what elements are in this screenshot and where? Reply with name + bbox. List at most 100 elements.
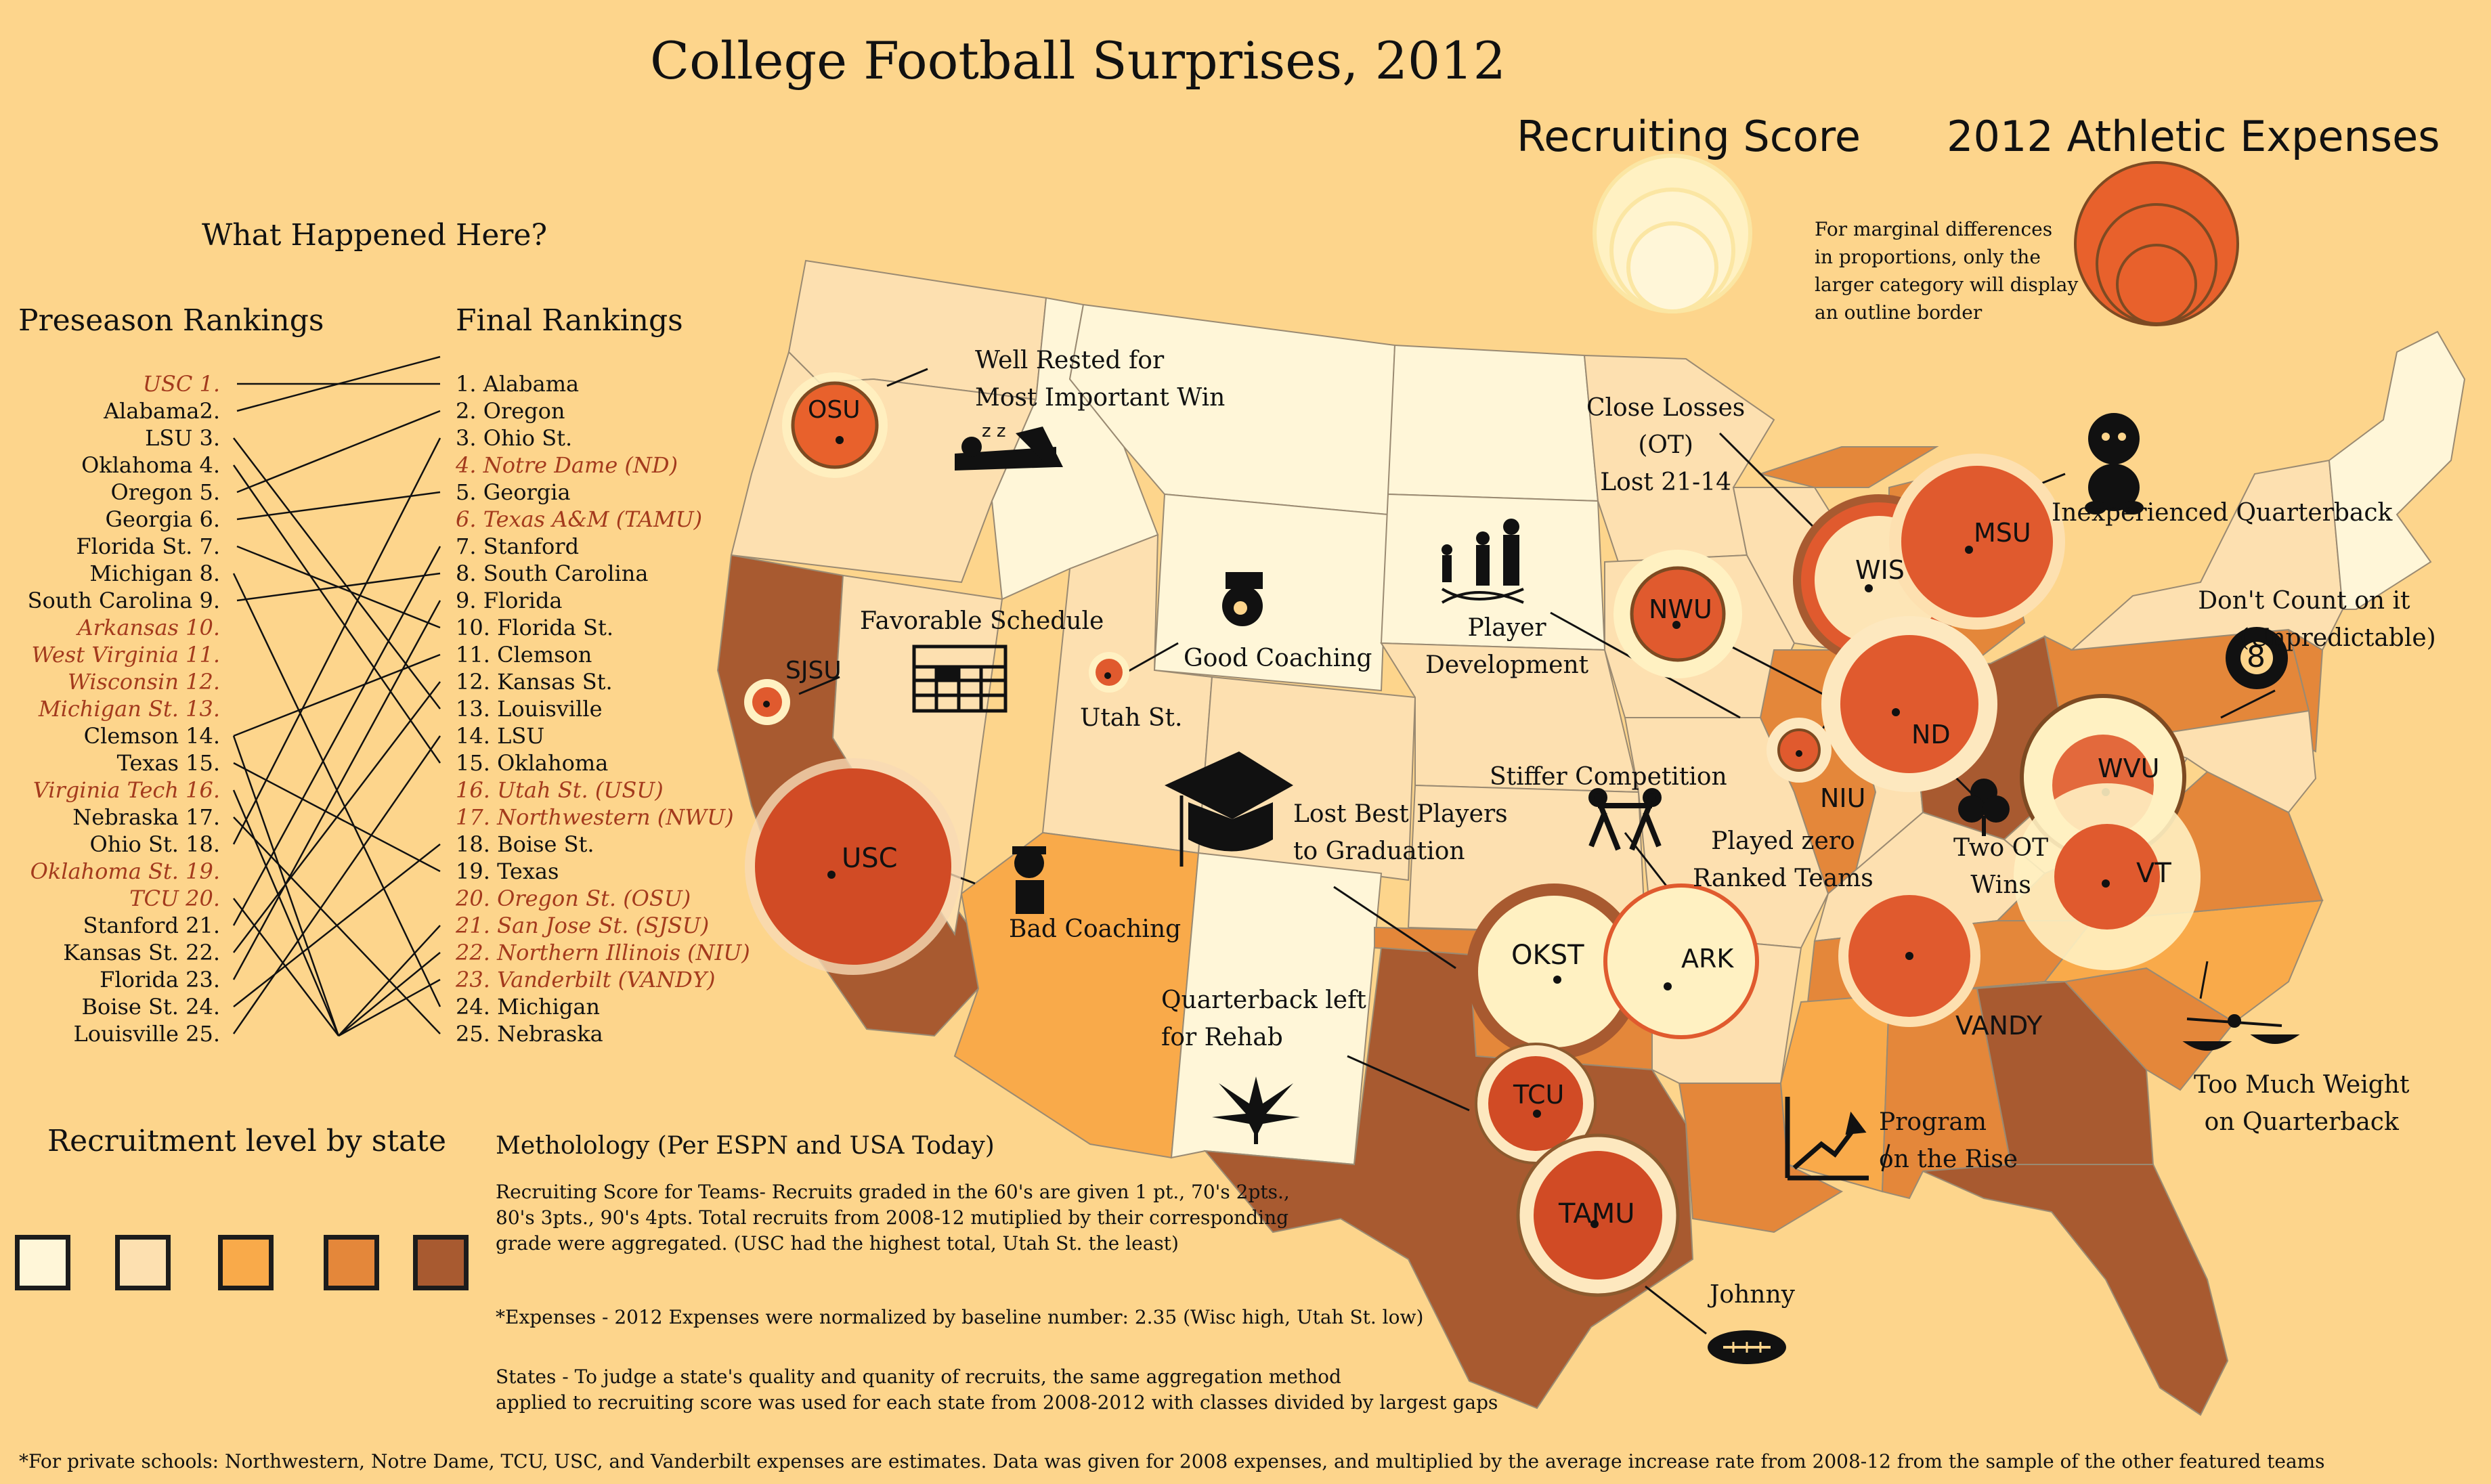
preseason-rank-item: Georgia 6. bbox=[105, 506, 220, 532]
final-rank-item: 9. Florida bbox=[456, 588, 563, 613]
legend-expense-circles bbox=[2074, 161, 2239, 326]
final-list: 1. Alabama 2. Oregon 3. Ohio St. 4. Notre D… bbox=[456, 370, 750, 1047]
final-rank-item: 19. Texas bbox=[456, 858, 559, 884]
preseason-rank-item: Virginia Tech 16. bbox=[33, 777, 220, 803]
methodology-heading: Metholology (Per ESPN and USA Today) bbox=[496, 1132, 995, 1160]
preseason-rank-item: LSU 3. bbox=[145, 425, 220, 451]
legend-recruiting-title: Recruiting Score bbox=[1517, 112, 1861, 161]
final-rank-item: 25. Nebraska bbox=[456, 1021, 603, 1047]
fighters-icon bbox=[1588, 788, 1662, 851]
question-heading: What Happened Here? bbox=[202, 218, 548, 253]
state-level-swatch bbox=[324, 1235, 379, 1290]
preseason-heading: Preseason Rankings bbox=[18, 303, 324, 338]
state-level-swatch bbox=[15, 1235, 70, 1290]
preseason-rank-item: Alabama2. bbox=[104, 398, 220, 424]
eight-ball-number: 8 bbox=[2247, 640, 2266, 674]
annotation-close-losses: Close Losses (OT) Lost 21-14 bbox=[1586, 394, 1746, 496]
preseason-rank-item: USC 1. bbox=[142, 371, 220, 397]
state-north-dakota bbox=[1387, 344, 1599, 502]
team-label-tamu: TAMU bbox=[1559, 1198, 1635, 1229]
team-label-nd: ND bbox=[1911, 720, 1951, 749]
preseason-rank-item: TCU 20. bbox=[129, 886, 220, 911]
methodology-recruiting: Recruiting Score for Teams- Recruits gra… bbox=[496, 1181, 1290, 1254]
annotation-dont-count: Don't Count on it (Unpredictable) bbox=[2198, 587, 2436, 652]
annotation-qb-rehab: Quarterback left for Rehab bbox=[1161, 986, 1366, 1051]
preseason-rank-item: Texas 15. bbox=[116, 750, 220, 776]
preseason-rank-item: Michigan 8. bbox=[89, 561, 220, 586]
final-rank-item: 2. Oregon bbox=[456, 398, 565, 424]
leaf-icon bbox=[1212, 1076, 1300, 1144]
eight-ball-icon bbox=[2226, 627, 2288, 689]
team-label-msu: MSU bbox=[1974, 518, 2031, 548]
state-legend-title: Recruitment level by state bbox=[47, 1124, 446, 1158]
coach-icon bbox=[1012, 846, 1046, 914]
team-circles bbox=[744, 372, 2201, 1297]
final-rank-item: 7. Stanford bbox=[456, 533, 580, 559]
whistle-icon bbox=[1222, 572, 1263, 626]
final-rank-item: 1. Alabama bbox=[456, 371, 580, 397]
final-rank-item: 20. Oregon St. (OSU) bbox=[456, 886, 691, 911]
state-maryland bbox=[2130, 710, 2317, 814]
annotation-bad-coaching: Bad Coaching bbox=[1009, 915, 1182, 943]
preseason-rank-item: Oklahoma St. 19. bbox=[30, 858, 220, 884]
preseason-rank-item: Florida 23. bbox=[100, 967, 220, 992]
annotation-too-much-weight: Too Much Weight on Quarterback bbox=[2194, 1071, 2410, 1136]
legend-note: For marginal differences in proportions,… bbox=[1815, 218, 2079, 324]
preseason-rank-item: Kansas St. 22. bbox=[63, 940, 220, 965]
svg-text:z z: z z bbox=[982, 421, 1006, 441]
player-development-icon bbox=[1441, 519, 1524, 604]
methodology-expenses: *Expenses - 2012 Expenses were normalize… bbox=[496, 1306, 1424, 1328]
team-label-vandy: VANDY bbox=[1955, 1011, 2043, 1041]
legend-expenses-title: 2012 Athletic Expenses bbox=[1947, 112, 2440, 161]
team-label-ark: ARK bbox=[1681, 944, 1734, 974]
page-title: College Football Surprises, 2012 bbox=[650, 30, 1506, 91]
annotation-program-rise: Program on the Rise bbox=[1879, 1108, 2018, 1173]
team-label-usc: USC bbox=[842, 843, 898, 874]
footnote: *For private schools: Northwestern, Notr… bbox=[19, 1450, 2325, 1472]
final-rank-item: 13. Louisville bbox=[456, 696, 603, 722]
final-rank-item: 4. Notre Dame (ND) bbox=[456, 452, 678, 478]
final-rank-item: 21. San Jose St. (SJSU) bbox=[456, 913, 710, 938]
calendar-icon bbox=[912, 645, 1008, 713]
preseason-rank-item: Florida St. 7. bbox=[76, 533, 220, 559]
final-rank-item: 15. Oklahoma bbox=[456, 750, 609, 776]
final-rank-item: 8. South Carolina bbox=[456, 561, 649, 586]
baby-icon bbox=[2085, 413, 2144, 515]
annotation-lost-best: Lost Best Players to Graduation bbox=[1293, 800, 1508, 865]
state-level-swatch bbox=[413, 1235, 469, 1290]
state-level-swatch bbox=[218, 1235, 274, 1290]
preseason-rank-item: Boise St. 24. bbox=[81, 994, 220, 1020]
team-label-wis: WIS bbox=[1855, 555, 1905, 585]
final-rank-item: 23. Vanderbilt (VANDY) bbox=[456, 967, 716, 992]
preseason-rank-item: Nebraska 17. bbox=[72, 804, 220, 830]
final-rank-item: 10. Florida St. bbox=[456, 615, 613, 640]
state-new-england bbox=[2328, 330, 2466, 610]
graduation-cap-icon bbox=[1165, 751, 1293, 867]
final-rank-item: 18. Boise St. bbox=[456, 831, 594, 857]
preseason-rank-item: Stanford 21. bbox=[83, 913, 220, 938]
final-rank-item: 22. Northern Illinois (NIU) bbox=[456, 940, 750, 965]
legend-recruiting-circles bbox=[1593, 154, 1752, 313]
annotation-stiffer-competition: Stiffer Competition bbox=[1490, 763, 1727, 791]
final-rank-item: 11. Clemson bbox=[456, 642, 592, 668]
preseason-rank-item: South Carolina 9. bbox=[27, 588, 220, 613]
team-label-nwu: NWU bbox=[1649, 594, 1712, 624]
final-rank-item: 16. Utah St. (USU) bbox=[456, 777, 664, 803]
preseason-rank-item: West Virginia 11. bbox=[31, 642, 220, 668]
state-georgia bbox=[1976, 980, 2154, 1165]
state-level-swatch bbox=[115, 1235, 171, 1290]
scale-icon bbox=[2182, 1014, 2300, 1051]
final-rank-item: 24. Michigan bbox=[456, 994, 600, 1020]
final-rank-item: 6. Texas A&M (TAMU) bbox=[456, 506, 703, 532]
team-label-tcu: TCU bbox=[1513, 1080, 1565, 1110]
team-label-osu: OSU bbox=[808, 396, 861, 424]
preseason-rank-item: Clemson 14. bbox=[83, 723, 220, 749]
preseason-rank-item: Oklahoma 4. bbox=[81, 452, 220, 478]
team-label-utah-st: Utah St. bbox=[1080, 704, 1183, 732]
preseason-rank-item: Michigan St. 13. bbox=[38, 696, 220, 722]
preseason-rank-item: Ohio St. 18. bbox=[89, 831, 220, 857]
final-rank-item: 5. Georgia bbox=[456, 479, 571, 505]
final-rank-item: 3. Ohio St. bbox=[456, 425, 573, 451]
